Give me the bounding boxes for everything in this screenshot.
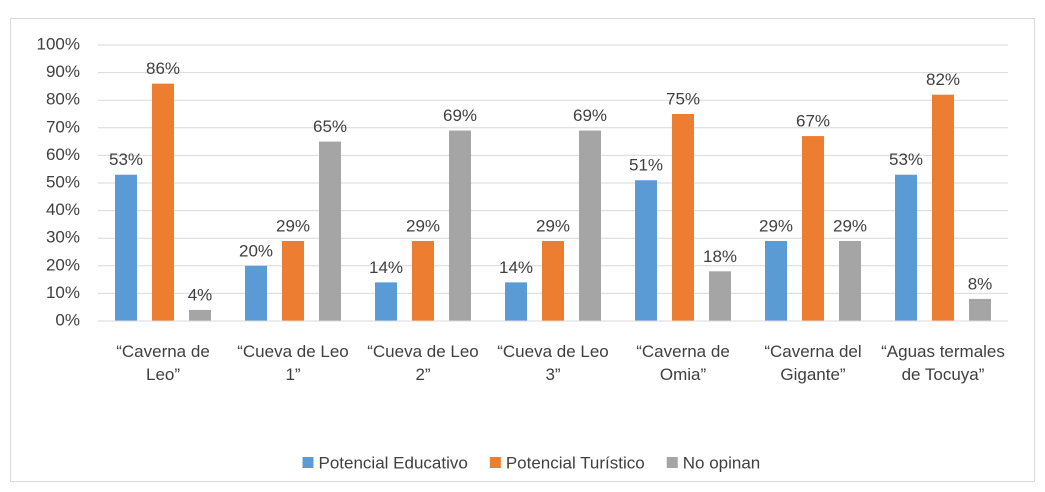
y-tick-label: 100% bbox=[37, 34, 80, 53]
legend-swatch bbox=[666, 457, 678, 468]
bar bbox=[672, 114, 694, 321]
y-tick-label: 0% bbox=[55, 310, 80, 329]
data-label: 65% bbox=[313, 117, 347, 136]
bar bbox=[969, 298, 991, 321]
legend-swatch bbox=[302, 457, 314, 468]
data-label: 86% bbox=[146, 59, 180, 78]
bar bbox=[895, 174, 917, 321]
data-label: 51% bbox=[629, 156, 663, 175]
bar bbox=[765, 240, 787, 321]
y-tick-label: 80% bbox=[46, 90, 80, 109]
x-tick-label: “Caverna de Omia” bbox=[636, 342, 730, 384]
bar bbox=[542, 240, 564, 321]
legend-label: Potencial Educativo bbox=[319, 453, 468, 472]
bar bbox=[189, 309, 211, 321]
data-label: 14% bbox=[369, 258, 403, 277]
x-tick-label: “Cueva de Leo 3” bbox=[497, 342, 609, 384]
bar bbox=[282, 240, 304, 321]
data-label: 69% bbox=[443, 106, 477, 125]
bar bbox=[839, 240, 861, 321]
bar bbox=[245, 265, 267, 321]
y-tick-label: 70% bbox=[46, 117, 80, 136]
bar bbox=[319, 141, 341, 321]
y-tick-label: 50% bbox=[46, 172, 80, 191]
x-tick-label: “Cueva de Leo 1” bbox=[237, 342, 349, 384]
data-label: 53% bbox=[889, 150, 923, 169]
y-tick-label: 90% bbox=[46, 62, 80, 81]
bar bbox=[635, 180, 657, 321]
data-label: 69% bbox=[573, 106, 607, 125]
data-label: 29% bbox=[759, 216, 793, 235]
bar bbox=[115, 174, 137, 321]
bar bbox=[802, 136, 824, 321]
legend-swatch bbox=[489, 457, 501, 468]
x-tick-label: “Aguas termales de Tocuya” bbox=[881, 342, 1005, 384]
y-tick-label: 10% bbox=[46, 283, 80, 302]
data-label: 4% bbox=[188, 285, 213, 304]
data-label: 8% bbox=[968, 274, 993, 293]
bar bbox=[579, 130, 601, 321]
chart-frame bbox=[10, 18, 1035, 482]
legend-label: Potencial Turístico bbox=[506, 453, 645, 472]
data-label: 75% bbox=[666, 89, 700, 108]
bar bbox=[932, 94, 954, 322]
x-tick-label: “Caverna del Gigante” bbox=[764, 342, 862, 384]
data-label: 82% bbox=[926, 70, 960, 89]
y-tick-label: 40% bbox=[46, 200, 80, 219]
bar bbox=[412, 240, 434, 321]
data-label: 29% bbox=[406, 216, 440, 235]
legend-label: No opinan bbox=[683, 453, 761, 472]
data-label: 29% bbox=[276, 216, 310, 235]
x-tick-label: “Cueva de Leo 2” bbox=[367, 342, 479, 384]
bar bbox=[505, 282, 527, 321]
bar bbox=[375, 282, 397, 321]
bar bbox=[152, 83, 174, 321]
data-label: 53% bbox=[109, 150, 143, 169]
data-label: 14% bbox=[499, 258, 533, 277]
data-label: 18% bbox=[703, 247, 737, 266]
y-tick-label: 20% bbox=[46, 255, 80, 274]
data-label: 67% bbox=[796, 112, 830, 131]
data-label: 20% bbox=[239, 241, 273, 260]
y-tick-label: 30% bbox=[46, 228, 80, 247]
bar bbox=[709, 271, 731, 321]
data-label: 29% bbox=[536, 216, 570, 235]
data-label: 29% bbox=[833, 216, 867, 235]
y-tick-label: 60% bbox=[46, 145, 80, 164]
x-tick-label: “Caverna de Leo” bbox=[116, 342, 210, 384]
bar bbox=[449, 130, 471, 321]
